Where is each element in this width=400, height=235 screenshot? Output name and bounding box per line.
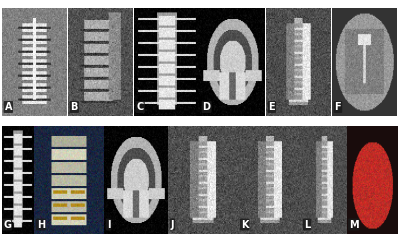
Text: D: D xyxy=(202,102,210,112)
Text: E: E xyxy=(269,102,275,112)
Text: G: G xyxy=(3,219,11,230)
Text: L: L xyxy=(304,219,310,230)
Text: H: H xyxy=(37,219,45,230)
Text: K: K xyxy=(241,219,248,230)
Text: A: A xyxy=(5,102,12,112)
Text: F: F xyxy=(334,102,341,112)
Text: M: M xyxy=(349,219,358,230)
Text: C: C xyxy=(136,102,144,112)
Text: J: J xyxy=(171,219,174,230)
Text: I: I xyxy=(107,219,110,230)
Text: B: B xyxy=(70,102,78,112)
